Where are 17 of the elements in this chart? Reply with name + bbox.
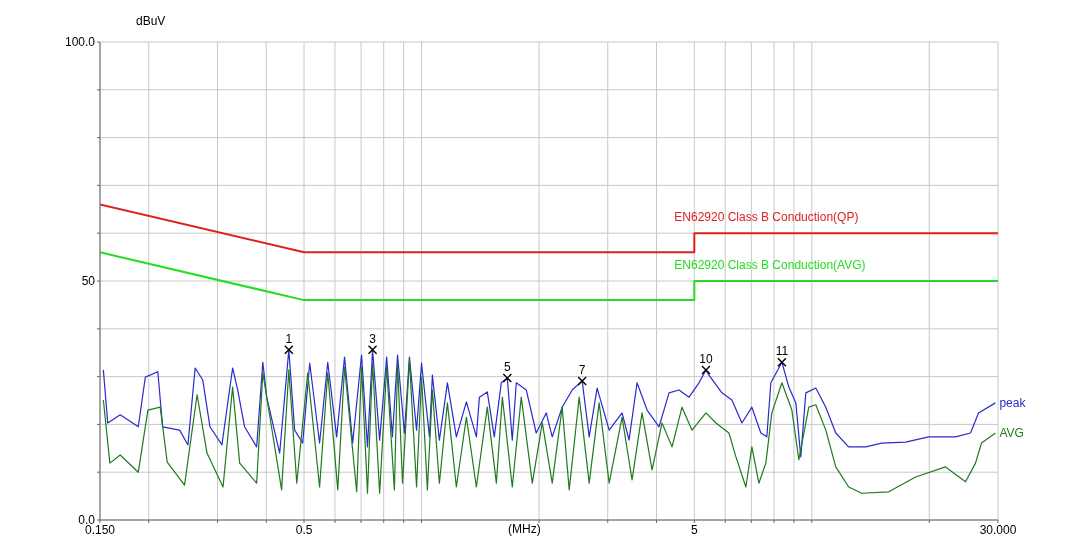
y-tick-label: 100.0 (64, 35, 96, 50)
annotation: 1 (285, 331, 293, 346)
series-label: EN62920 Class B Conduction(QP) (674, 210, 859, 225)
x-tick-label: 0.5 (295, 522, 313, 537)
annotation: 5 (503, 360, 511, 375)
annotation: 3 (369, 331, 377, 346)
x-tick-label: 5 (690, 522, 698, 537)
y-axis-title: dBuV (136, 14, 166, 28)
series-label: peak (999, 395, 1027, 410)
annotation: 10 (699, 351, 713, 366)
x-axis-title: (MHz) (508, 522, 541, 536)
series-label: AVG (999, 426, 1024, 440)
annotation: 7 (578, 362, 586, 377)
annotation: 11 (775, 344, 789, 359)
series-label: EN62920 Class B Conduction(AVG) (674, 258, 866, 272)
y-tick-label: 50 (81, 274, 96, 289)
x-tick-label: 30.000 (979, 522, 1017, 537)
